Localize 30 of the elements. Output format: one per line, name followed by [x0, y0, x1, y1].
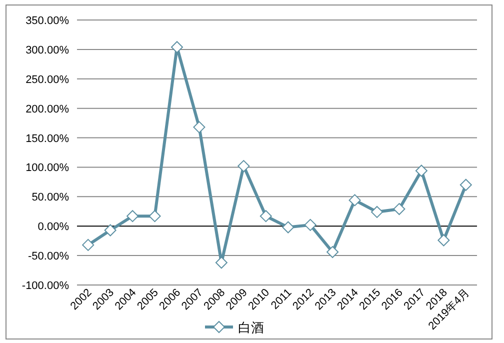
y-tick-label: 0.00%: [38, 221, 70, 234]
point: [371, 206, 383, 218]
point: [304, 218, 316, 231]
point: [326, 246, 339, 258]
y-tick-label: -100.00%: [22, 280, 70, 292]
point: [215, 256, 228, 269]
legend-label: 白酒: [238, 320, 264, 335]
point: [171, 41, 183, 54]
y-tick-label: -50.00%: [28, 250, 70, 263]
point: [260, 210, 272, 222]
point: [82, 238, 94, 251]
point: [193, 121, 206, 134]
point: [415, 164, 428, 177]
point: [282, 221, 294, 234]
point: [348, 194, 361, 206]
point: [126, 210, 139, 222]
point: [148, 210, 161, 222]
point: [238, 160, 250, 172]
y-tick-label: 250.00%: [26, 74, 70, 86]
point: [460, 178, 472, 191]
point: [104, 224, 116, 236]
y-tick-label: 200.00%: [26, 103, 70, 116]
y-tick-label: 150.00%: [26, 132, 70, 145]
y-tick-label: 50.00%: [32, 192, 70, 204]
point: [438, 234, 450, 246]
legend: 白酒: [205, 320, 264, 335]
y-tick-label: 100.00%: [26, 162, 70, 174]
point: [393, 203, 406, 216]
y-tick-label: 300.00%: [26, 44, 70, 56]
y-tick-label: 350.00%: [26, 15, 70, 27]
